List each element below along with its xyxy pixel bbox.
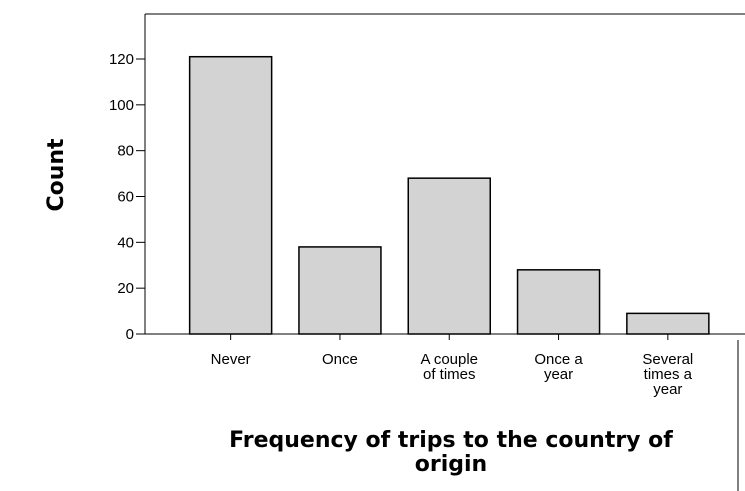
x-tick-labels: Never Once A couple of times Once a year Sever… xyxy=(211,334,693,398)
y-tick-label: 100 xyxy=(109,97,134,114)
y-axis: 0 20 40 60 80 100 120 xyxy=(109,51,145,343)
x-tick-label: A couple of times xyxy=(420,351,478,383)
x-axis-title-line: Frequency of trips to the country of xyxy=(229,428,673,453)
x-axis-title-line: origin xyxy=(415,452,487,477)
y-tick-label: 120 xyxy=(109,51,134,68)
bars-group xyxy=(188,55,710,335)
y-axis-title: Count xyxy=(44,138,69,212)
bar xyxy=(516,269,601,335)
x-tick-label: Once xyxy=(322,351,358,368)
x-tick-label: Once a year xyxy=(534,351,583,383)
y-tick-label: 20 xyxy=(117,280,134,297)
x-axis-title: Frequency of trips to the country oforig… xyxy=(229,428,673,477)
bar xyxy=(626,312,710,335)
x-tick-label: Several times a year xyxy=(642,351,693,398)
bar xyxy=(407,177,491,335)
y-tick-label: 0 xyxy=(126,326,134,343)
y-tick-label: 80 xyxy=(117,143,134,160)
bar xyxy=(298,246,382,335)
bar xyxy=(188,55,273,335)
y-tick-label: 60 xyxy=(117,189,134,206)
y-tick-label: 40 xyxy=(117,234,134,251)
x-tick-label: Never xyxy=(211,351,251,368)
